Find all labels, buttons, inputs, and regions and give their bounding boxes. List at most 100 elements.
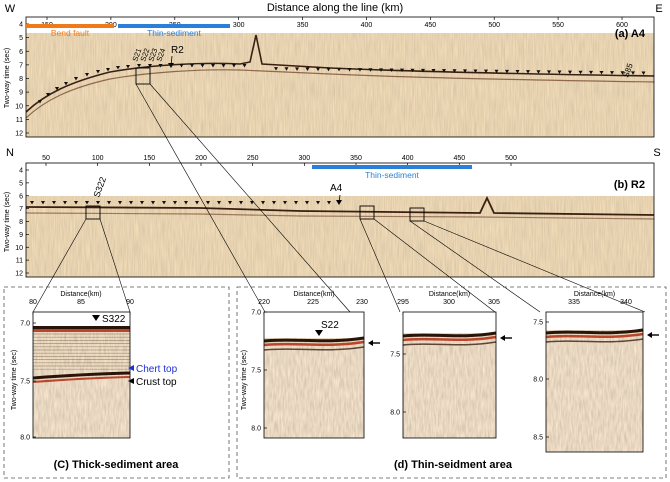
- ytick-a-2: 6: [19, 49, 23, 56]
- ytick-a-1: 5: [19, 35, 23, 42]
- tick-b-4: 250: [247, 155, 259, 162]
- xtick-c-1: 85: [77, 299, 85, 306]
- tick-a-6: 450: [424, 22, 436, 29]
- ytick-b-7: 11: [16, 258, 23, 265]
- sub3-ytick-0: 7.5: [533, 320, 543, 327]
- sub3-xlabel: Distance(km): [574, 291, 615, 298]
- seismic-section-a: [26, 33, 654, 137]
- sub3-ytick-2: 8.5: [533, 435, 543, 442]
- site-a-2: S23: [146, 47, 159, 63]
- xlabel-c: Distance(km): [60, 291, 101, 298]
- sub2-ytick-0: 7.5: [390, 352, 400, 359]
- tick-b-3: 200: [195, 155, 207, 162]
- tick-b-8: 450: [453, 155, 465, 162]
- bend-fault-bar: [26, 24, 114, 28]
- panel-c-frame: [3, 286, 230, 479]
- ytick-a-0: 4: [19, 22, 23, 29]
- thin-sediment-bar-b: [312, 165, 472, 169]
- panel-a: Distance along the line (km) W E: [5, 2, 663, 138]
- zoom-connectors: [32, 83, 646, 313]
- crossing-a4-label: A4: [330, 183, 343, 194]
- caption-d: (d) Thin-seidment area: [394, 459, 513, 471]
- tick-b-5: 300: [298, 155, 310, 162]
- zoom-box-b1: [85, 205, 101, 220]
- tick-a-4: 350: [297, 22, 309, 29]
- tick-a-9: 600: [616, 22, 628, 29]
- xtick-c-0: 80: [29, 299, 37, 306]
- tick-b-1: 100: [92, 155, 104, 162]
- ytick-b-2: 6: [19, 193, 23, 200]
- tick-b-0: 50: [42, 155, 50, 162]
- ylabel-b: Two-way time (sec): [4, 192, 11, 252]
- ylabel-d: Two-way time (sec): [241, 350, 248, 410]
- ytick-b-8: 12: [15, 271, 23, 278]
- sub1-xlabel: Distance(km): [293, 291, 334, 298]
- tick-b-2: 150: [143, 155, 155, 162]
- ytick-a-8: 12: [15, 131, 23, 138]
- sub1-ytick-0: 7.0: [251, 310, 261, 317]
- zoom-box-b2: [359, 205, 375, 220]
- ytick-b-5: 9: [19, 232, 23, 239]
- panel-d: (d) Thin-seidment area Distance(km) 220 225…: [236, 286, 667, 479]
- sub1-xtick-0: 220: [258, 299, 270, 306]
- panel-d-sub2: Distance(km) 295 300 305 7.5 8.0: [390, 291, 512, 439]
- sub3-xtick-1: 340: [620, 299, 632, 306]
- sub3-ytick-1: 8.0: [533, 377, 543, 384]
- ytick-a-5: 9: [19, 90, 23, 97]
- ytick-b-4: 8: [19, 219, 23, 226]
- panel-b-label: (b) R2: [614, 179, 645, 191]
- tick-b-6: 350: [350, 155, 362, 162]
- thin-sediment-bar-a: [118, 24, 230, 28]
- bars-a: Bend fault Thin-sediment (a) A4 S21S22S23S2…: [26, 24, 646, 104]
- bend-fault-label: Bend fault: [51, 28, 90, 38]
- sub3-xtick-0: 335: [568, 299, 580, 306]
- zoom-box-a: [135, 67, 151, 85]
- distance-axis-title: Distance along the line (km): [267, 2, 403, 14]
- ytick-c-2: 8.0: [20, 435, 30, 442]
- thin-sediment-label-a: Thin-sediment: [147, 28, 201, 38]
- sub1-site: S22: [321, 320, 339, 331]
- seismic-section-b: [26, 196, 654, 277]
- tick-b-9: 500: [505, 155, 517, 162]
- crossing-r2-label: R2: [171, 45, 184, 56]
- site-s322-c: S322: [102, 314, 126, 325]
- crust-top-label: Crust top: [136, 377, 177, 388]
- tick-a-8: 550: [552, 22, 564, 29]
- caption-c: (C) Thick-sediment area: [54, 459, 180, 471]
- ytick-b-0: 4: [19, 168, 23, 175]
- panel-c: 80 85 90 Distance(km) 7.0 7.5 8.0 Two-way time …: [3, 286, 230, 479]
- tick-a-5: 400: [361, 22, 373, 29]
- sub1-ytick-1: 7.5: [251, 368, 261, 375]
- tick-a-3: 300: [233, 22, 245, 29]
- thin-sediment-label-b: Thin-sediment: [365, 170, 419, 180]
- ytick-a-6: 10: [15, 103, 23, 110]
- ytick-b-1: 5: [19, 180, 23, 187]
- site-a-3: S24: [154, 47, 167, 63]
- yaxis-a: 4 5 6 7 8 9 10 11 12 Two-way time (sec): [4, 22, 29, 138]
- sub2-xtick-2: 305: [488, 299, 500, 306]
- direction-south: S: [653, 147, 660, 159]
- ytick-b-6: 10: [15, 245, 23, 252]
- direction-north: N: [6, 147, 14, 159]
- panel-a-label: (a) A4: [615, 28, 646, 40]
- direction-west: W: [5, 3, 16, 15]
- ylabel-a: Two-way time (sec): [4, 48, 11, 108]
- tick-b-7: 400: [402, 155, 414, 162]
- site-a-1: S22: [138, 47, 151, 63]
- chert-top-label: Chert top: [136, 364, 178, 375]
- sub1-ytick-2: 8.0: [251, 426, 261, 433]
- site-a-0: S21: [130, 47, 143, 63]
- panel-d-frame: [236, 286, 667, 479]
- xtick-c-2: 90: [126, 299, 134, 306]
- ytick-a-4: 8: [19, 76, 23, 83]
- direction-east: E: [655, 3, 662, 15]
- tick-a-7: 500: [488, 22, 500, 29]
- ytick-c-0: 7.0: [20, 321, 30, 328]
- sub1-xtick-1: 225: [307, 299, 319, 306]
- panel-b: N S 50 100 150 200 250 300 350 400 450 500 4 5 6 7 8 9 10 1…: [4, 147, 661, 278]
- panel-d-sub3: Distance(km)335 340 7.5 8.0 8.5: [533, 291, 659, 453]
- ytick-c-1: 7.5: [20, 379, 30, 386]
- sub1-xtick-2: 230: [356, 299, 368, 306]
- sub2-xtick-1: 300: [443, 299, 455, 306]
